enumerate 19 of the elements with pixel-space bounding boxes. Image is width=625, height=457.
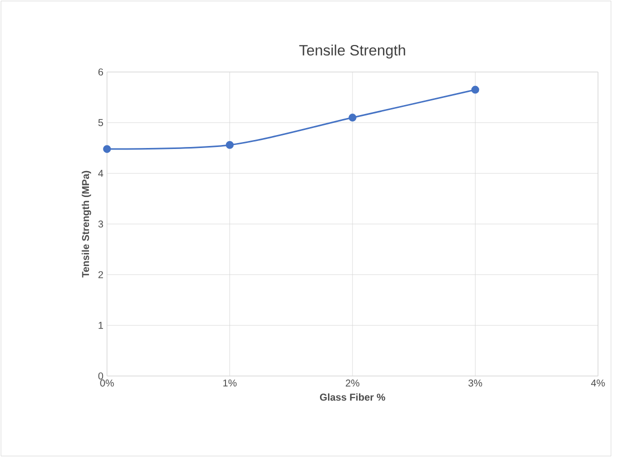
y-tick-label: 5 — [98, 119, 104, 126]
point — [348, 114, 356, 122]
y-tick-label: 3 — [98, 220, 104, 228]
y-tick-label: 0 — [98, 372, 104, 380]
y-tick-label: 4 — [98, 170, 104, 177]
y-tick-label: 1 — [98, 322, 104, 329]
y-tick-label: 2 — [98, 271, 103, 278]
x-axis-title: Glass Fiber % — [320, 393, 386, 401]
y-axis-title: Tensile Strength (MPa) — [82, 170, 92, 278]
chart-title: Tensile Strength — [299, 44, 406, 58]
x-tick-label: 2% — [346, 380, 360, 387]
x-tick-label: 3% — [468, 380, 482, 387]
x-tick-label: 0% — [100, 380, 114, 387]
point — [471, 86, 480, 94]
y-tick-label: 6 — [98, 68, 104, 76]
point — [103, 145, 111, 153]
point — [226, 141, 234, 149]
x-tick-label: 1% — [223, 380, 237, 386]
x-tick-label: 4% — [591, 380, 605, 386]
